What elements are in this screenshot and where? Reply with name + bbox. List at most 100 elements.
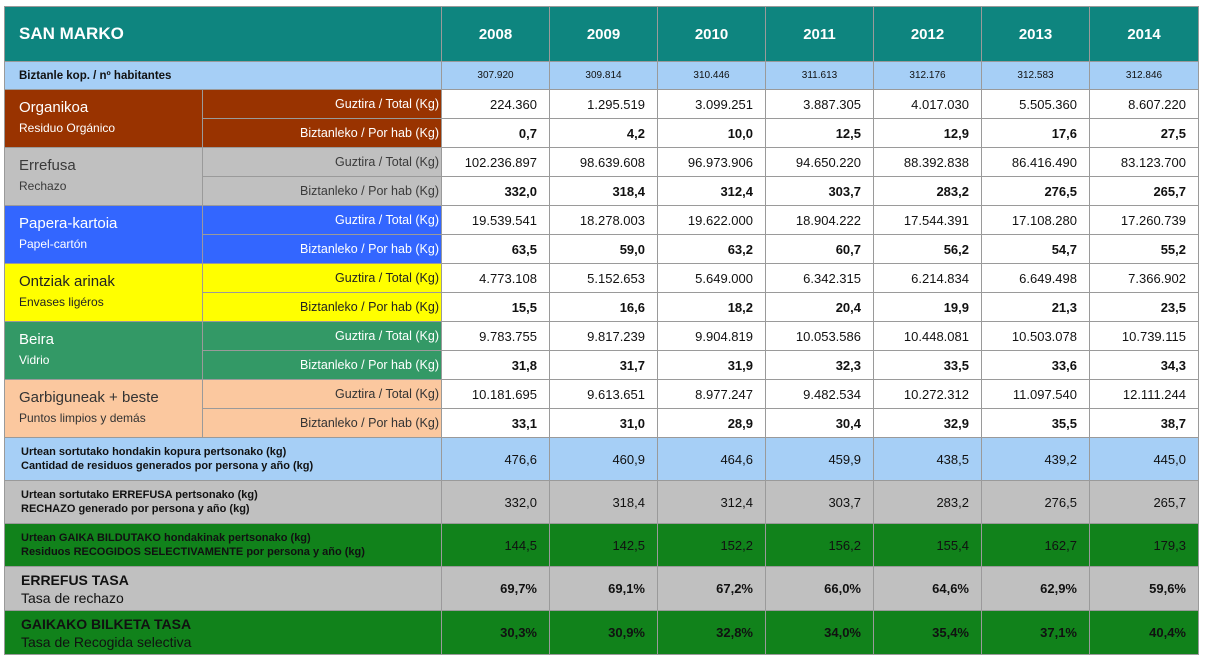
per-hab-value: 0,7 — [441, 118, 550, 148]
per-hab-label: Biztanleko / Por hab (Kg) — [202, 234, 442, 264]
total-value: 94.650.220 — [765, 147, 874, 177]
per-hab-value: 32,3 — [765, 350, 874, 380]
summary-label-eu: Urtean sortutako hondakin kopura pertson… — [21, 446, 287, 458]
per-hab-value: 4,2 — [549, 118, 658, 148]
total-value: 102.236.897 — [441, 147, 550, 177]
per-hab-value: 33,6 — [981, 350, 1090, 380]
per-hab-value: 31,7 — [549, 350, 658, 380]
category-name-es: Vidrio — [19, 353, 50, 367]
summary-value: 179,3 — [1089, 523, 1199, 567]
total-value: 17.108.280 — [981, 205, 1090, 235]
rate-row: ERREFUS TASA Tasa de rechazo 69,7% 69,1% 67,… — [4, 566, 1199, 611]
waste-statistics-table-container: SAN MARKO 2008 2009 2010 2011 2012 2013 … — [4, 6, 1199, 655]
summary-label-es: Cantidad de residuos generados por perso… — [21, 460, 314, 472]
summary-value: 476,6 — [441, 437, 550, 481]
category-name-es: Papel-cartón — [19, 237, 88, 251]
summary-value: 439,2 — [981, 437, 1090, 481]
summary-row: Urtean sortutako ERREFUSA pertsonako (kg… — [4, 480, 1199, 524]
rate-value: 67,2% — [657, 566, 766, 611]
total-value: 10.181.695 — [441, 379, 550, 409]
category-name-eu: Organikoa — [19, 99, 89, 116]
summary-value: 445,0 — [1089, 437, 1199, 481]
summary-value: 155,4 — [873, 523, 982, 567]
per-hab-value: 55,2 — [1089, 234, 1199, 264]
per-hab-value: 31,9 — [657, 350, 766, 380]
per-hab-value: 32,9 — [873, 408, 982, 438]
per-hab-value: 54,7 — [981, 234, 1090, 264]
rate-value: 69,7% — [441, 566, 550, 611]
per-hab-label: Biztanleko / Por hab (Kg) — [202, 118, 442, 148]
total-value: 12.111.244 — [1089, 379, 1199, 409]
summary-value: 156,2 — [765, 523, 874, 567]
category-name-es: Envases ligéros — [19, 295, 104, 309]
category-perhab-row: Biztanleko / Por hab (Kg) 31,8 31,7 31,9 32,… — [5, 350, 1199, 380]
year-header: 2012 — [873, 6, 982, 62]
per-hab-value: 33,1 — [441, 408, 550, 438]
total-value: 83.123.700 — [1089, 147, 1199, 177]
total-value: 10.448.081 — [873, 321, 982, 351]
category-name-eu: Garbiguneak + beste — [19, 389, 159, 406]
waste-statistics-table: SAN MARKO 2008 2009 2010 2011 2012 2013 … — [4, 6, 1199, 655]
per-hab-value: 59,0 — [549, 234, 658, 264]
summary-value: 460,9 — [549, 437, 658, 481]
total-value: 19.622.000 — [657, 205, 766, 235]
summary-value: 162,7 — [981, 523, 1090, 567]
per-hab-value: 28,9 — [657, 408, 766, 438]
table-body: SAN MARKO 2008 2009 2010 2011 2012 2013 … — [4, 6, 1199, 655]
total-value: 96.973.906 — [657, 147, 766, 177]
total-value: 5.505.360 — [981, 89, 1090, 119]
year-header: 2008 — [441, 6, 550, 62]
total-value: 11.097.540 — [981, 379, 1090, 409]
per-hab-value: 18,2 — [657, 292, 766, 322]
category-perhab-row: Biztanleko / Por hab (Kg) 0,7 4,2 10,0 12,5 1… — [5, 118, 1199, 148]
summary-value: 464,6 — [657, 437, 766, 481]
rate-label: ERREFUS TASA Tasa de rechazo — [4, 566, 442, 611]
per-hab-value: 63,2 — [657, 234, 766, 264]
total-value: 10.272.312 — [873, 379, 982, 409]
rate-value: 62,9% — [981, 566, 1090, 611]
category-name-eu: Errefusa — [19, 157, 76, 174]
year-header: 2011 — [765, 6, 874, 62]
total-value: 98.639.608 — [549, 147, 658, 177]
total-label: Guztira / Total (Kg) — [202, 205, 442, 235]
summary-row: Urtean sortutako hondakin kopura pertson… — [4, 437, 1199, 481]
per-hab-value: 265,7 — [1089, 176, 1199, 206]
population-value: 311.613 — [765, 61, 874, 90]
total-value: 9.482.534 — [765, 379, 874, 409]
summary-value: 152,2 — [657, 523, 766, 567]
total-value: 17.544.391 — [873, 205, 982, 235]
total-value: 17.260.739 — [1089, 205, 1199, 235]
rate-value: 32,8% — [657, 610, 766, 655]
per-hab-label: Biztanleko / Por hab (Kg) — [202, 292, 442, 322]
rate-value: 59,6% — [1089, 566, 1199, 611]
total-value: 6.342.315 — [765, 263, 874, 293]
rate-row: GAIKAKO BILKETA TASA Tasa de Recogida sel… — [4, 610, 1199, 655]
summary-value: 142,5 — [549, 523, 658, 567]
year-header: 2013 — [981, 6, 1090, 62]
rate-label: GAIKAKO BILKETA TASA Tasa de Recogida sel… — [4, 610, 442, 655]
summary-value: 283,2 — [873, 480, 982, 524]
year-header: 2009 — [549, 6, 658, 62]
population-row: Biztanle kop. / nº habitantes 307.920 30… — [4, 61, 1199, 90]
summary-value: 438,5 — [873, 437, 982, 481]
table-title: SAN MARKO — [4, 6, 442, 62]
category-name-eu: Papera-kartoia — [19, 215, 118, 232]
per-hab-value: 17,6 — [981, 118, 1090, 148]
per-hab-value: 303,7 — [765, 176, 874, 206]
per-hab-value: 19,9 — [873, 292, 982, 322]
rate-value: 37,1% — [981, 610, 1090, 655]
rate-label-eu: GAIKAKO BILKETA TASA — [21, 615, 192, 632]
summary-label-es: Residuos RECOGIDOS SELECTIVAMENTE por pe… — [21, 546, 365, 558]
population-value: 307.920 — [441, 61, 550, 90]
category-name-eu: Ontziak arinak — [19, 273, 115, 290]
total-value: 5.649.000 — [657, 263, 766, 293]
per-hab-value: 31,0 — [549, 408, 658, 438]
per-hab-value: 16,6 — [549, 292, 658, 322]
category-name-cell: Beira Vidrio — [4, 321, 203, 380]
summary-label-eu: Urtean GAIKA BILDUTAKO hondakinak pertso… — [21, 532, 311, 544]
per-hab-label: Biztanleko / Por hab (Kg) — [202, 350, 442, 380]
total-value: 4.773.108 — [441, 263, 550, 293]
total-value: 10.503.078 — [981, 321, 1090, 351]
total-value: 224.360 — [441, 89, 550, 119]
total-value: 7.366.902 — [1089, 263, 1199, 293]
